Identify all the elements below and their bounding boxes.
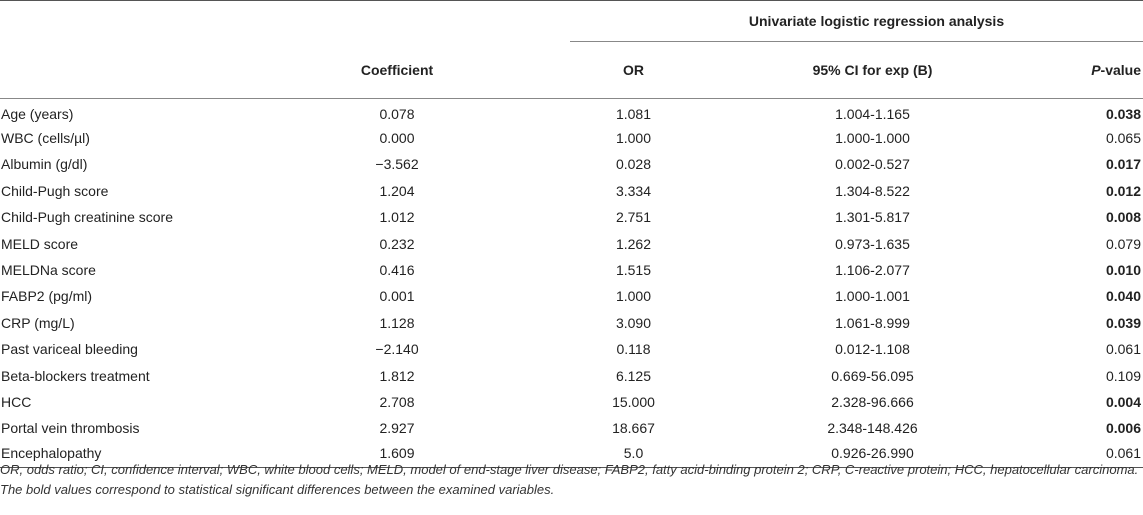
ci-cell: 1.301-5.817 [835, 209, 910, 226]
or-cell: 0.028 [615, 156, 652, 173]
coefficient-cell: 1.609 [379, 444, 415, 461]
table-row: Beta-blockers treatment 1.812 6.125 0.669-5… [0, 362, 1143, 388]
p-value-cell: 0.079 [1105, 235, 1142, 252]
or-cell: 3.090 [615, 314, 652, 331]
p-value-cell: 0.008 [1105, 209, 1142, 226]
or-cell: 0.118 [616, 341, 651, 358]
p-value-cell: 0.040 [1105, 288, 1142, 305]
p-value-cell: 0.109 [1105, 367, 1142, 384]
coefficient-cell: −3.562 [375, 156, 419, 173]
or-cell: 2.751 [615, 209, 652, 226]
ci-cell: 1.061-8.999 [835, 314, 910, 331]
ci-cell: 0.002-0.527 [835, 156, 910, 173]
coefficient-cell: 1.812 [379, 367, 415, 384]
coefficient-cell: 0.078 [379, 106, 415, 123]
variable-cell: CRP (mg/L) [1, 314, 75, 331]
coefficient-cell: 1.012 [379, 209, 415, 226]
variable-cell: WBC (cells/µl) [1, 130, 90, 147]
coefficient-cell: 1.128 [379, 314, 415, 331]
or-cell: 1.262 [615, 235, 652, 252]
group-header: Univariate logistic regression analysis [570, 0, 1143, 42]
coefficient-cell: 0.001 [379, 288, 415, 305]
table-row: Encephalopathy 1.609 5.0 0.926-26.990 0.061 [0, 442, 1143, 468]
variable-cell: Child-Pugh score [1, 182, 109, 199]
ci-cell: 0.973-1.635 [835, 235, 910, 252]
coefficient-cell: 1.204 [379, 182, 415, 199]
variable-cell: HCC [1, 393, 32, 410]
ci-cell: 1.000-1.000 [835, 130, 910, 147]
variable-cell: Albumin (g/dl) [1, 156, 88, 173]
table-row: Age (years) 0.078 1.081 1.004-1.165 0.038 [0, 99, 1143, 125]
table-row: MELDNa score 0.416 1.515 1.106-2.077 0.010 [0, 257, 1143, 283]
ci-cell: 1.304-8.522 [835, 182, 910, 199]
or-cell: 5.0 [623, 444, 644, 461]
column-header-row: Coefficient OR 95% CI for exp (B) P-valu… [0, 42, 1143, 99]
p-value-cell: 0.010 [1105, 262, 1142, 279]
table-row: Portal vein thrombosis 2.927 18.667 2.348-1… [0, 415, 1143, 441]
table-row: HCC 2.708 15.000 2.328-96.666 0.004 [0, 389, 1143, 415]
table-row: Child-Pugh score 1.204 3.334 1.304-8.522 0.0… [0, 178, 1143, 204]
or-cell: 1.081 [615, 106, 652, 123]
ci-cell: 1.000-1.001 [835, 288, 910, 305]
table-row: CRP (mg/L) 1.128 3.090 1.061-8.999 0.039 [0, 310, 1143, 336]
coefficient-cell: 0.232 [379, 235, 415, 252]
p-value-cell: 0.065 [1105, 130, 1142, 147]
table-row: Child-Pugh creatinine score 1.012 2.751 1.3… [0, 204, 1143, 230]
group-header-row: Univariate logistic regression analysis [0, 0, 1143, 42]
or-cell: 3.334 [615, 182, 652, 199]
or-cell: 15.000 [612, 393, 655, 410]
table-row: FABP2 (pg/ml) 0.001 1.000 1.000-1.001 0.040 [0, 283, 1143, 309]
coefficient-cell: 2.927 [379, 420, 415, 437]
coefficient-cell: 0.416 [379, 262, 415, 279]
variable-cell: Child-Pugh creatinine score [1, 209, 173, 226]
p-value-header: P-value [1048, 42, 1143, 99]
coefficient-cell: 2.708 [379, 393, 415, 410]
or-cell: 18.667 [612, 420, 655, 437]
p-value-cell: 0.061 [1105, 444, 1142, 461]
or-header: OR [623, 62, 644, 78]
ci-cell: 2.328-96.666 [831, 393, 914, 410]
p-value-header-italic: P [1091, 62, 1101, 78]
ci-cell: 0.926-26.990 [831, 444, 914, 461]
variable-cell: Encephalopathy [1, 444, 102, 461]
variable-cell: Age (years) [1, 106, 74, 123]
p-value-cell: 0.006 [1105, 420, 1142, 437]
ci-header: 95% CI for exp (B) [812, 62, 933, 78]
variable-cell: Past variceal bleeding [1, 341, 138, 358]
ci-cell: 2.348-148.426 [827, 420, 918, 437]
table-footnote: OR, odds ratio; CI, confidence interval;… [0, 462, 1139, 497]
p-value-cell: 0.038 [1105, 106, 1142, 123]
p-value-cell: 0.012 [1105, 182, 1142, 199]
table-row: Albumin (g/dl) −3.562 0.028 0.002-0.527 0.01… [0, 151, 1143, 177]
or-cell: 6.125 [615, 367, 652, 384]
p-value-cell: 0.004 [1105, 393, 1142, 410]
coefficient-cell: −2.140 [375, 341, 419, 358]
ci-cell: 1.106-2.077 [835, 262, 910, 279]
table-body: Age (years) 0.078 1.081 1.004-1.165 0.038 WBC… [0, 99, 1143, 468]
ci-cell: 0.012-1.108 [835, 341, 910, 358]
ci-cell: 1.004-1.165 [835, 106, 910, 123]
variable-cell: Beta-blockers treatment [1, 367, 150, 384]
p-value-cell: 0.017 [1105, 156, 1142, 173]
coefficient-header: Coefficient [360, 61, 434, 78]
variable-cell: MELD score [1, 235, 79, 252]
regression-table: Univariate logistic regression analysis … [0, 0, 1143, 468]
variable-cell: Portal vein thrombosis [1, 420, 140, 437]
variable-cell: FABP2 (pg/ml) [1, 288, 93, 305]
table-header: Univariate logistic regression analysis … [0, 0, 1143, 99]
table-row: WBC (cells/µl) 0.000 1.000 1.000-1.000 0.065 [0, 125, 1143, 151]
variable-cell: MELDNa score [1, 262, 96, 279]
p-value-cell: 0.039 [1105, 314, 1142, 331]
coefficient-cell: 0.000 [379, 130, 415, 147]
p-value-cell: 0.061 [1105, 341, 1142, 358]
table-row: MELD score 0.232 1.262 0.973-1.635 0.079 [0, 230, 1143, 256]
p-value-header-rest: -value [1100, 62, 1142, 78]
table-row: Past variceal bleeding −2.140 0.118 0.012-1… [0, 336, 1143, 362]
or-cell: 1.000 [615, 288, 652, 305]
ci-cell: 0.669-56.095 [831, 367, 914, 384]
or-cell: 1.515 [615, 262, 652, 279]
variable-header [0, 42, 224, 99]
or-cell: 1.000 [615, 130, 652, 147]
